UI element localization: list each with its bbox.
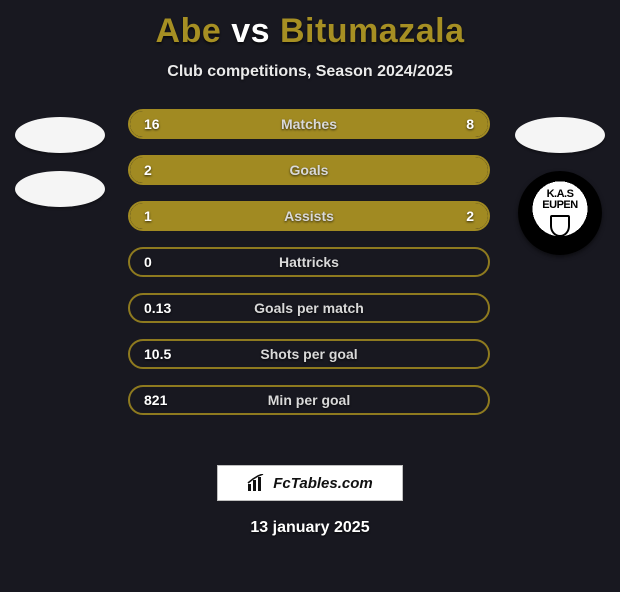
stat-label: Hattricks bbox=[279, 254, 339, 270]
right-badge-1-icon bbox=[515, 117, 605, 153]
stat-row: 16 8 Matches bbox=[128, 109, 490, 139]
stat-row: 821 Min per goal bbox=[128, 385, 490, 415]
right-team-badges: K.A.S EUPEN bbox=[510, 117, 610, 255]
stat-value-left: 16 bbox=[144, 116, 160, 132]
stat-value-left: 1 bbox=[144, 208, 152, 224]
stat-label: Shots per goal bbox=[260, 346, 357, 362]
left-badge-2-icon bbox=[15, 171, 105, 207]
stat-label: Goals bbox=[290, 162, 329, 178]
stat-label: Goals per match bbox=[254, 300, 364, 316]
stat-row: 0 Hattricks bbox=[128, 247, 490, 277]
right-club-shield-icon bbox=[550, 215, 570, 237]
vs-text: vs bbox=[231, 12, 270, 50]
stat-label: Matches bbox=[281, 116, 337, 132]
stat-row: 0.13 Goals per match bbox=[128, 293, 490, 323]
left-team-badges bbox=[10, 117, 110, 207]
stat-value-left: 0 bbox=[144, 254, 152, 270]
stat-bars: 16 8 Matches 2 Goals 1 2 Assists 0 Hattricks 0.13 G… bbox=[128, 109, 490, 415]
comparison-stage: K.A.S EUPEN 16 8 Matches 2 Goals 1 2 Assists 0 Ha… bbox=[0, 109, 620, 439]
stat-value-left: 821 bbox=[144, 392, 167, 408]
subtitle: Club competitions, Season 2024/2025 bbox=[0, 63, 620, 81]
stat-value-right: 8 bbox=[466, 116, 474, 132]
stat-value-left: 2 bbox=[144, 162, 152, 178]
player2-name: Bitumazala bbox=[280, 12, 465, 50]
player1-name: Abe bbox=[156, 12, 222, 50]
stat-value-right: 2 bbox=[466, 208, 474, 224]
date-text: 13 january 2025 bbox=[0, 519, 620, 537]
stat-row: 10.5 Shots per goal bbox=[128, 339, 490, 369]
left-badge-1-icon bbox=[15, 117, 105, 153]
stat-row: 1 2 Assists bbox=[128, 201, 490, 231]
right-club-logo-icon: K.A.S EUPEN bbox=[518, 171, 602, 255]
page-title: Abe vs Bitumazala bbox=[0, 12, 620, 51]
stat-value-left: 0.13 bbox=[144, 300, 171, 316]
watermark: FcTables.com bbox=[217, 465, 403, 501]
stat-value-left: 10.5 bbox=[144, 346, 171, 362]
right-club-logo-text: K.A.S EUPEN bbox=[518, 189, 602, 211]
stat-label: Min per goal bbox=[268, 392, 350, 408]
stat-label: Assists bbox=[284, 208, 334, 224]
watermark-text: FcTables.com bbox=[273, 475, 372, 492]
watermark-chart-icon bbox=[247, 474, 267, 492]
stat-row: 2 Goals bbox=[128, 155, 490, 185]
